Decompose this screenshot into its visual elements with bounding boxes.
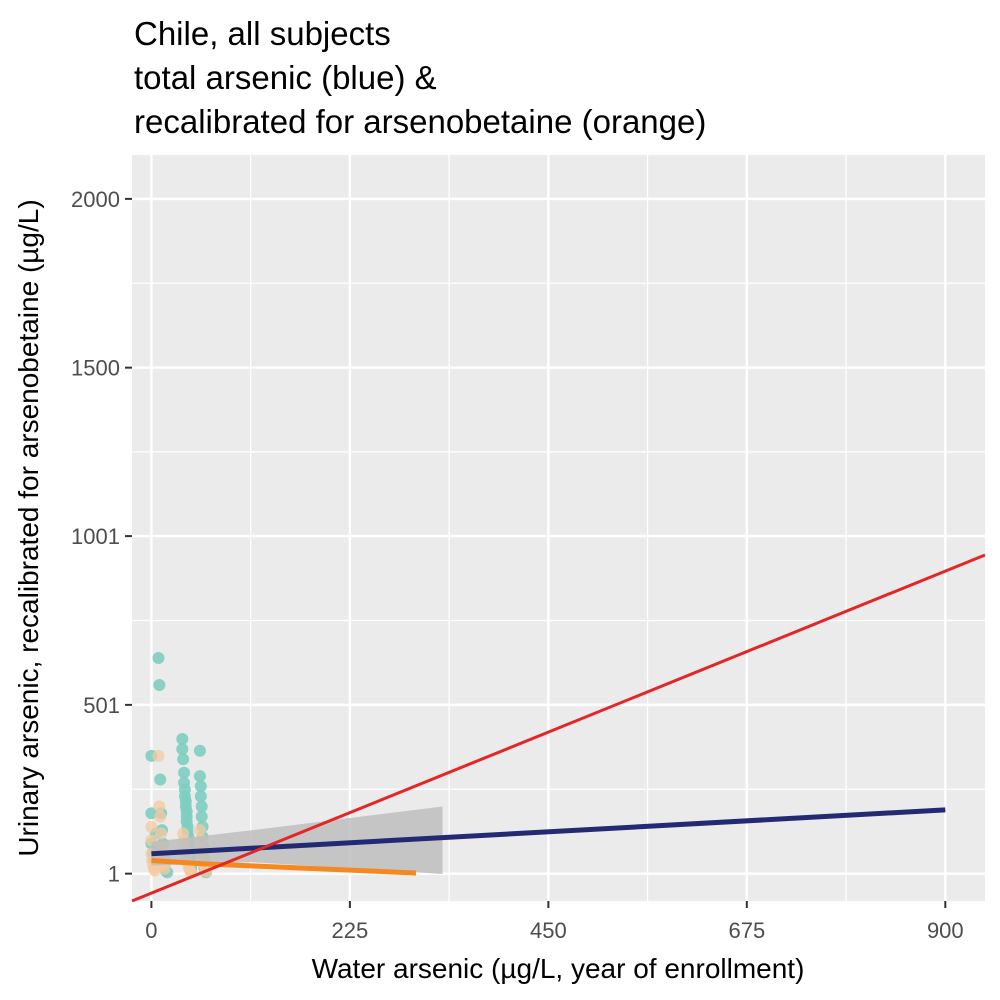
total-arsenic-point <box>193 744 206 757</box>
y-tick-label: 501 <box>83 693 120 718</box>
y-tick-label: 2000 <box>71 187 120 212</box>
chart-title: Chile, all subjects total arsenic (blue)… <box>134 12 706 144</box>
recalibrated-arsenic-point <box>154 810 167 823</box>
total-arsenic-point <box>154 773 167 786</box>
total-arsenic-point <box>194 790 207 803</box>
total-arsenic-point <box>152 651 165 664</box>
total-arsenic-point <box>193 770 206 783</box>
chart-title-line-3: recalibrated for arsenobetaine (orange) <box>134 103 707 140</box>
chart-title-line-2: total arsenic (blue) & <box>134 59 437 96</box>
recalibrated-arsenic-point <box>152 749 165 762</box>
recalibrated-arsenic-point <box>193 824 206 837</box>
confidence-band-area <box>151 806 443 874</box>
recalibrated-arsenic-point <box>153 800 166 813</box>
x-tick-label: 675 <box>728 918 765 943</box>
confidence-band <box>151 806 443 874</box>
x-tick-label: 900 <box>927 918 964 943</box>
y-axis-title: Urinary arsenic, recalibrated for arseno… <box>13 199 44 856</box>
total-arsenic-point <box>177 753 190 766</box>
y-tick-label: 1500 <box>71 356 120 381</box>
fit-lines <box>131 553 986 903</box>
x-tick-label: 0 <box>145 918 157 943</box>
y-tick-label: 1 <box>108 862 120 887</box>
recalibrated-arsenic-point <box>158 862 171 875</box>
recalibrated-arsenic-point <box>148 864 161 877</box>
x-axis: 0 225 450 675 900 <box>145 901 964 943</box>
total-arsenic-fit-line <box>151 807 946 857</box>
total-arsenic-point <box>194 780 207 793</box>
total-arsenic-point <box>195 810 208 823</box>
x-tick-label: 225 <box>332 918 369 943</box>
total-arsenic-point <box>195 800 208 813</box>
recalibrated-arsenic-point <box>145 820 158 833</box>
recalibrated-arsenic-fit-line <box>151 857 417 876</box>
total-arsenic-point <box>176 732 189 745</box>
recalibrated-arsenic-point <box>155 827 168 840</box>
minor-gridlines <box>132 155 985 901</box>
total-arsenic-point <box>178 766 191 779</box>
x-axis-title: Water arsenic (µg/L, year of enrollment) <box>312 953 805 984</box>
major-gridlines <box>132 155 985 901</box>
chart-title-line-1: Chile, all subjects <box>134 15 391 52</box>
y-tick-label: 1001 <box>71 524 120 549</box>
identity-line <box>131 553 986 903</box>
total-arsenic-point <box>153 678 166 691</box>
x-tick-label: 450 <box>530 918 567 943</box>
plot-panel <box>132 155 985 901</box>
total-arsenic-point <box>176 743 189 756</box>
y-axis: 1 501 1001 1500 2000 <box>71 187 132 887</box>
